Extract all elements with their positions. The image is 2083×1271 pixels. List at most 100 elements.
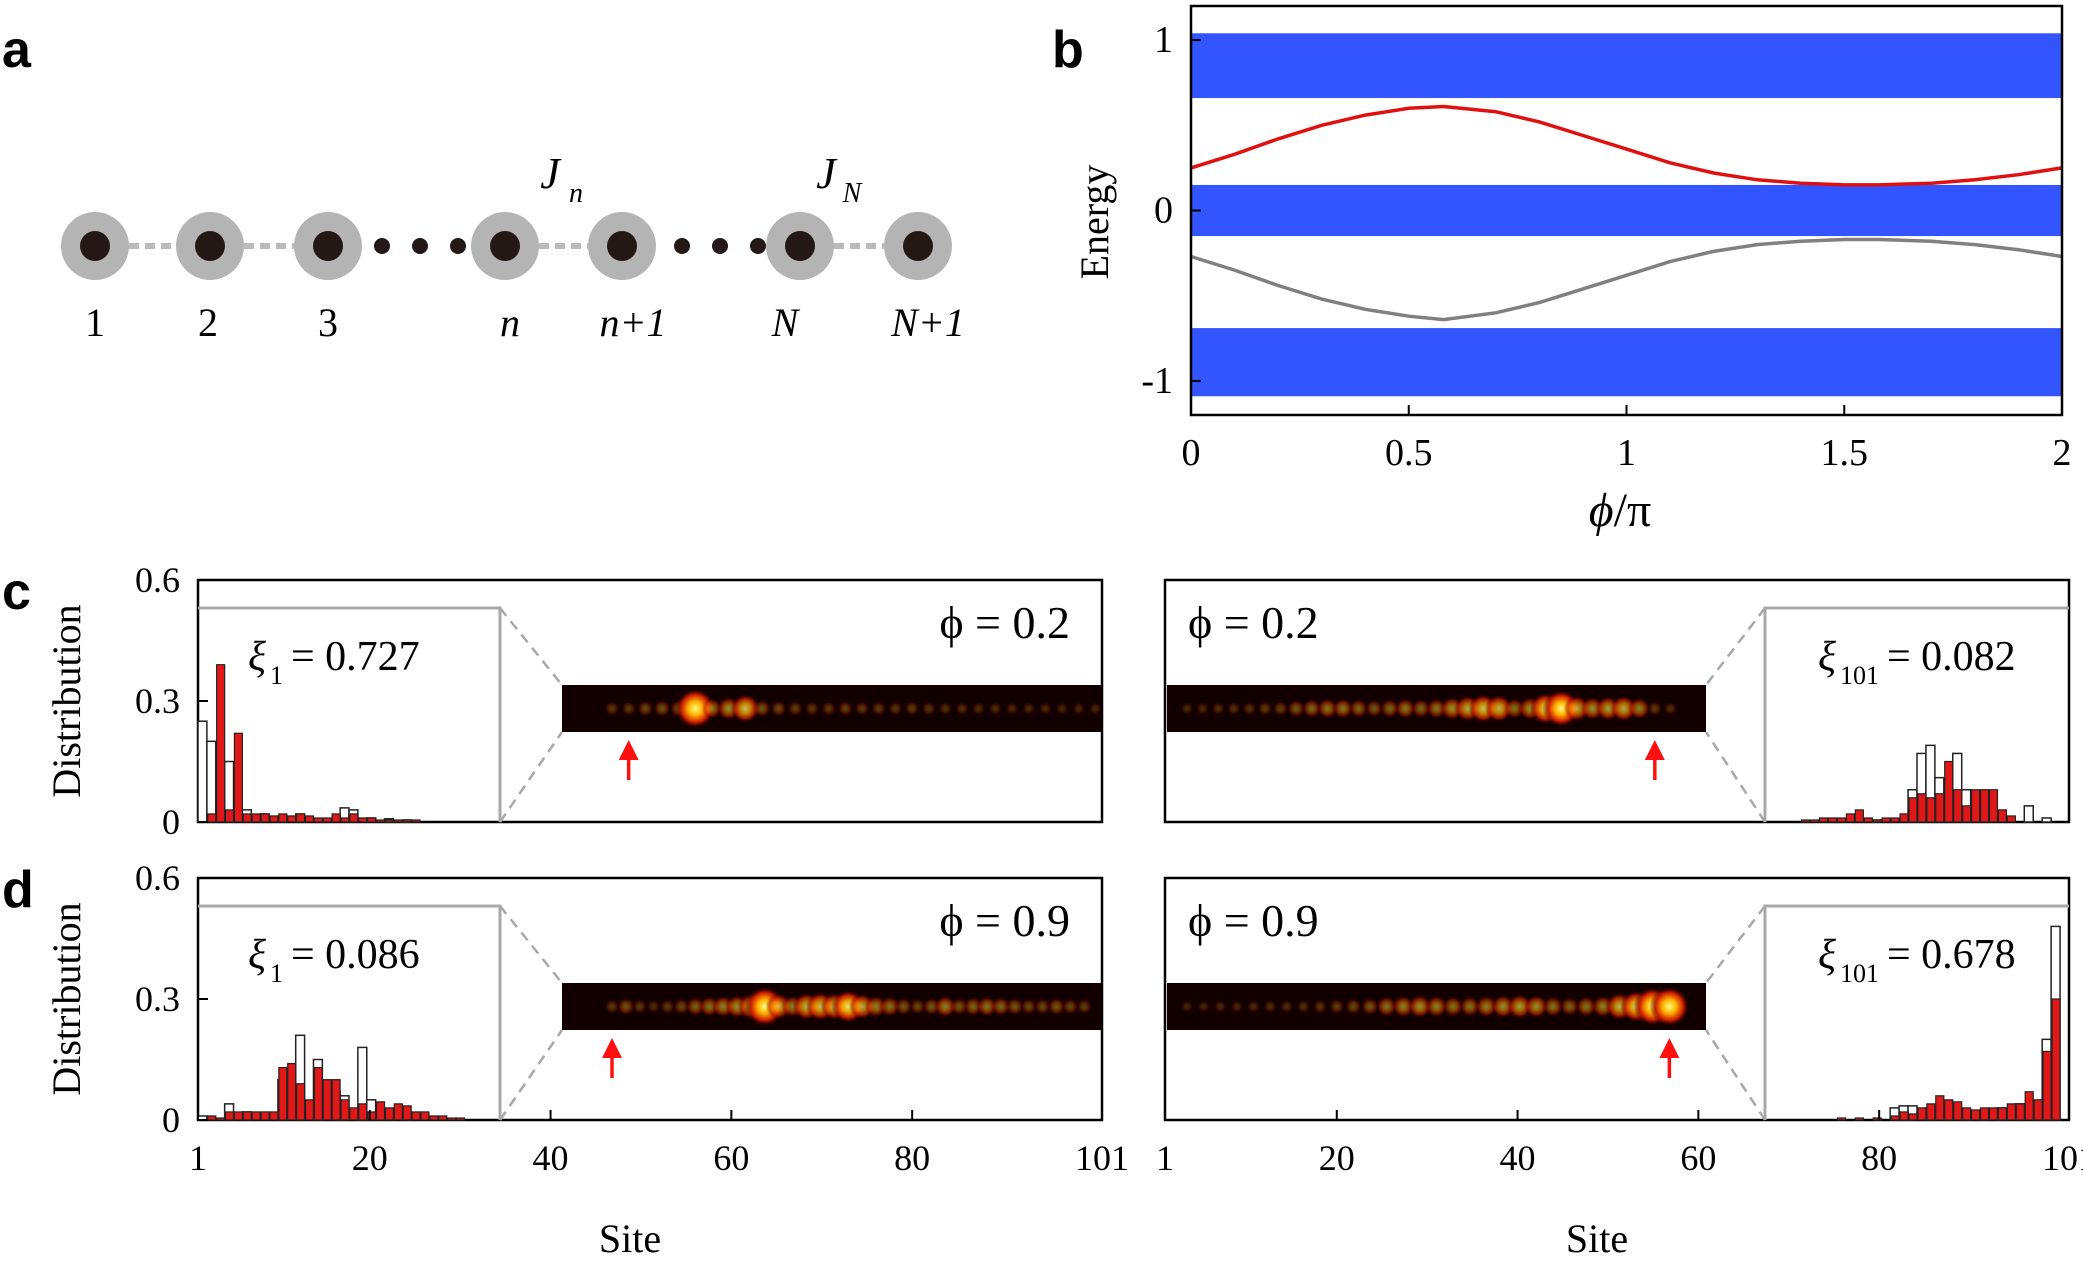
phi-label: ϕ = 0.9 bbox=[939, 895, 1070, 946]
xi-subscript: 1 bbox=[270, 661, 283, 690]
red-bar bbox=[269, 1111, 279, 1121]
x-tick-label: 1 bbox=[1156, 1138, 1174, 1178]
x-tick-label: 101 bbox=[1075, 1138, 1129, 1178]
dist-frame bbox=[1163, 578, 2071, 824]
red-bar bbox=[1979, 789, 1990, 823]
white-bar bbox=[2023, 805, 2034, 823]
xi-symbol: ξ bbox=[1818, 932, 1836, 978]
red-bar bbox=[251, 1111, 261, 1121]
x-tick-label: 20 bbox=[352, 1138, 388, 1178]
red-bar bbox=[287, 1062, 297, 1121]
intensity-spot bbox=[1459, 996, 1480, 1017]
red-bar bbox=[1935, 1095, 1945, 1121]
zoom-connector bbox=[1705, 607, 1766, 686]
intensity-spot bbox=[1411, 699, 1431, 718]
intensity-spot bbox=[701, 698, 723, 719]
panel-letter-d: d bbox=[2, 861, 34, 919]
intensity-spot bbox=[1329, 998, 1345, 1015]
red-bar bbox=[340, 1099, 350, 1121]
red-bar bbox=[1961, 805, 1972, 823]
red-bar bbox=[295, 1083, 306, 1121]
intensity-spot bbox=[753, 699, 771, 718]
intensity-spot bbox=[604, 701, 620, 716]
intensity-spot bbox=[1287, 699, 1305, 718]
xi-symbol: ξ bbox=[248, 932, 266, 978]
coupling-label: J bbox=[540, 149, 562, 198]
y-tick-label: 0.6 bbox=[135, 858, 180, 898]
zoom-connector bbox=[498, 731, 564, 823]
red-bar bbox=[216, 664, 226, 823]
intensity-spot bbox=[632, 999, 648, 1014]
intensity-spot bbox=[879, 996, 900, 1017]
site-core bbox=[80, 231, 110, 261]
red-bar bbox=[1908, 797, 1918, 823]
intensity-spot bbox=[1560, 997, 1580, 1016]
site-label: N bbox=[771, 300, 801, 345]
site-arrow-head bbox=[1659, 1038, 1680, 1058]
zoom-connector bbox=[1704, 731, 1767, 823]
red-bar bbox=[287, 815, 297, 823]
intensity-spot bbox=[770, 700, 787, 717]
intensity-spot bbox=[1376, 996, 1397, 1017]
intensity-spot bbox=[1392, 995, 1415, 1018]
site-label: 1 bbox=[85, 300, 105, 345]
y-axis-label: Distribution bbox=[44, 604, 89, 797]
intensity-spot bbox=[1180, 702, 1194, 715]
zoom-connector bbox=[499, 607, 563, 686]
x-tick-label: 1 bbox=[1617, 432, 1636, 474]
red-bar bbox=[358, 1103, 368, 1121]
xi-symbol: ξ bbox=[1818, 634, 1836, 680]
red-bar bbox=[2006, 815, 2016, 823]
xi-value: = 0.727 bbox=[291, 634, 420, 680]
intensity-spot bbox=[904, 701, 920, 716]
red-bar bbox=[1854, 809, 1864, 823]
red-bar bbox=[1881, 817, 1891, 823]
red-bar bbox=[1899, 1111, 1909, 1121]
intensity-spot bbox=[1507, 994, 1532, 1019]
red-bar bbox=[295, 813, 306, 823]
red-bar bbox=[1988, 789, 1999, 823]
intensity-spot bbox=[1628, 697, 1651, 720]
y-tick-label: 0 bbox=[162, 802, 180, 842]
intensity-spot bbox=[1076, 998, 1092, 1015]
phi-label: ϕ = 0.9 bbox=[1188, 895, 1319, 946]
y-axis-label: Energy bbox=[1072, 165, 1117, 280]
x-tick-label: 20 bbox=[1319, 1138, 1355, 1178]
intensity-spot bbox=[934, 995, 957, 1018]
red-bar bbox=[224, 1111, 235, 1121]
zoom-connector bbox=[1705, 905, 1766, 984]
red-bar bbox=[269, 815, 279, 823]
intensity-spot bbox=[673, 998, 690, 1015]
red-bar bbox=[2051, 998, 2061, 1121]
intensity-spot bbox=[1047, 997, 1066, 1016]
intensity-spot bbox=[938, 701, 953, 716]
zoom-connector bbox=[499, 905, 563, 984]
intensity-spot bbox=[1211, 701, 1225, 716]
intensity-spot bbox=[871, 701, 887, 716]
red-bar bbox=[260, 1111, 270, 1121]
red-bar bbox=[331, 1079, 341, 1121]
intensity-spot bbox=[637, 700, 654, 717]
intensity-spot bbox=[1034, 998, 1051, 1015]
red-bar bbox=[313, 817, 323, 823]
intensity-spot bbox=[991, 997, 1011, 1016]
red-bar bbox=[216, 1117, 226, 1121]
red-bar bbox=[340, 817, 350, 823]
intensity-spot bbox=[1005, 701, 1019, 716]
red-bar bbox=[207, 1115, 217, 1121]
red-bar bbox=[1953, 1101, 1963, 1121]
red-bar bbox=[1890, 1115, 1900, 1121]
intensity-spot bbox=[1345, 998, 1362, 1015]
red-bar bbox=[1970, 1109, 1981, 1121]
x-tick-label: 1.5 bbox=[1821, 432, 1869, 474]
x-tick-label: 60 bbox=[1680, 1138, 1716, 1178]
ellipsis-dot bbox=[674, 238, 690, 254]
red-bar bbox=[420, 1111, 430, 1121]
intensity-spot bbox=[1442, 996, 1464, 1017]
intensity-spot bbox=[1022, 701, 1036, 716]
red-bar bbox=[1863, 817, 1873, 823]
intensity-spot bbox=[950, 997, 969, 1016]
x-tick-label: 0.5 bbox=[1385, 432, 1433, 474]
zoom-connector bbox=[1704, 1029, 1767, 1121]
intensity-spot bbox=[921, 701, 936, 716]
